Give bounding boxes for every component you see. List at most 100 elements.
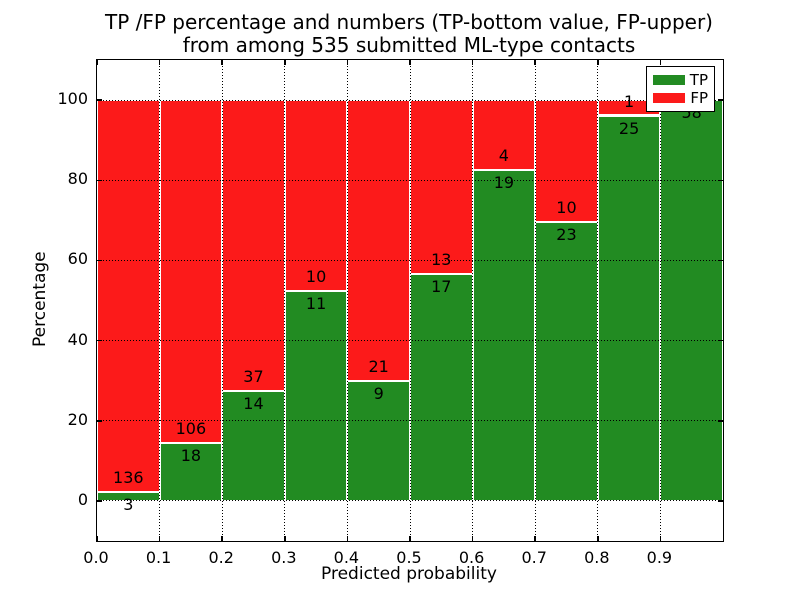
grid-line-vertical (597, 60, 599, 541)
grid-line-horizontal (97, 99, 723, 101)
x-tick-label: 0.9 (646, 548, 673, 567)
x-tick-mark (409, 60, 411, 65)
bar-segment-fp (222, 100, 285, 391)
y-tick-label: 0 (77, 489, 88, 509)
y-tick-mark (718, 99, 723, 101)
bar-label-tp: 3 (123, 495, 134, 515)
y-tick-mark (718, 339, 723, 342)
bar-segment-fp (97, 100, 160, 493)
y-tick-mark (97, 259, 102, 262)
grid-line-horizontal (97, 340, 723, 342)
x-tick-mark (221, 536, 223, 541)
x-tick-mark (158, 536, 161, 541)
bar-label-fp: 106 (175, 418, 207, 438)
x-tick-mark (409, 536, 411, 541)
x-tick-mark (534, 536, 536, 541)
x-tick-mark (284, 60, 286, 65)
grid-line-vertical (159, 60, 161, 541)
bar-label-tp: 11 (305, 293, 327, 313)
x-tick-mark (346, 536, 349, 541)
grid-line-vertical (409, 60, 411, 541)
x-tick-label: 0.6 (458, 548, 485, 567)
bar-label-fp: 13 (431, 249, 452, 269)
x-tick-label: 0.4 (333, 548, 360, 567)
y-tick-mark (97, 339, 102, 342)
legend-entry-tp: TP (653, 72, 708, 88)
y-tick-label: 80 (67, 169, 88, 189)
x-axis-label: Predicted probability (321, 564, 497, 584)
bar-label-fp: 10 (556, 197, 577, 217)
bar-segment-tp (410, 273, 473, 501)
x-tick-label: 0.3 (271, 548, 297, 567)
y-tick-mark (97, 500, 102, 502)
chart-title-line-2: from among 535 submitted ML-type contact… (182, 33, 636, 57)
grid-line-vertical (659, 60, 661, 541)
y-tick-mark (97, 179, 102, 181)
x-tick-label: 0.8 (584, 548, 610, 567)
chart-title-line-1: TP /FP percentage and numbers (TP-bottom… (105, 10, 713, 34)
bar-segment-tp (535, 221, 598, 501)
bar-label-tp: 17 (431, 276, 452, 296)
y-axis-label: Percentage (30, 251, 50, 348)
y-tick-label: 100 (57, 89, 88, 109)
grid-line-vertical (346, 60, 348, 541)
plot-inner: 136 3 106 18 37 14 10 11 21 9 13 17 4 19 10 23 1 25 58 (96, 60, 723, 541)
y-tick-mark (718, 179, 723, 181)
bar-label-tp: 23 (556, 224, 577, 244)
x-tick-mark (659, 536, 662, 541)
bar-segment-tp (660, 100, 723, 501)
grid-line-horizontal (97, 259, 723, 261)
grid-line-vertical (472, 60, 474, 541)
x-tick-mark (534, 60, 536, 65)
bar-label-tp: 19 (493, 172, 515, 192)
bar-label-fp: 37 (243, 366, 264, 386)
bar-label-tp: 25 (618, 118, 640, 138)
bar-label-fp: 4 (498, 145, 509, 165)
bar-label-tp: 18 (180, 445, 202, 465)
legend: TP FP (646, 66, 715, 112)
x-tick-mark (597, 60, 599, 65)
bar-label-tp: 14 (243, 393, 264, 413)
y-tick-mark (97, 420, 102, 422)
bar-label-tp: 9 (373, 383, 384, 403)
x-tick-mark (96, 536, 98, 541)
x-tick-mark (284, 536, 286, 541)
grid-line-horizontal (97, 420, 723, 422)
bar-segment-tp (347, 380, 410, 501)
chart-title: TP /FP percentage and numbers (TP-bottom… (96, 11, 722, 57)
legend-entry-fp: FP (653, 90, 708, 106)
legend-label-tp: TP (689, 70, 708, 89)
x-tick-mark (96, 60, 98, 65)
y-tick-label: 60 (67, 249, 88, 269)
grid-line-vertical (284, 60, 286, 541)
x-tick-label: 0.0 (83, 548, 109, 567)
legend-swatch-tp-icon (653, 74, 685, 85)
bar-label-fp: 136 (113, 468, 144, 488)
x-tick-label: 0.2 (208, 548, 234, 567)
x-tick-label: 0.7 (521, 548, 547, 567)
plot-area: 136 3 106 18 37 14 10 11 21 9 13 17 4 19 10 23 1 25 58 (96, 59, 724, 542)
bar-segment-tp (472, 169, 536, 501)
bar-segment-fp (347, 100, 410, 381)
grid-line-vertical (534, 60, 536, 541)
legend-swatch-fp-icon (653, 93, 685, 104)
y-tick-mark (718, 500, 723, 502)
x-tick-mark (471, 60, 474, 65)
bar-label-fp: 1 (624, 91, 635, 111)
x-tick-mark (158, 60, 161, 65)
bar-segment-fp (410, 100, 473, 274)
bar-segment-tp (597, 115, 661, 501)
x-tick-mark (659, 60, 662, 65)
grid-line-vertical (221, 60, 223, 541)
y-tick-mark (718, 420, 723, 422)
bar-label-fp: 10 (305, 266, 327, 286)
bar-segment-tp (284, 290, 348, 501)
grid-line-horizontal (97, 179, 723, 181)
bar-label-fp: 21 (368, 356, 389, 376)
x-tick-label: 0.5 (396, 548, 422, 567)
legend-label-fp: FP (690, 89, 708, 108)
bar-segment-fp (159, 100, 223, 443)
x-tick-mark (346, 60, 349, 65)
y-tick-mark (97, 99, 102, 101)
